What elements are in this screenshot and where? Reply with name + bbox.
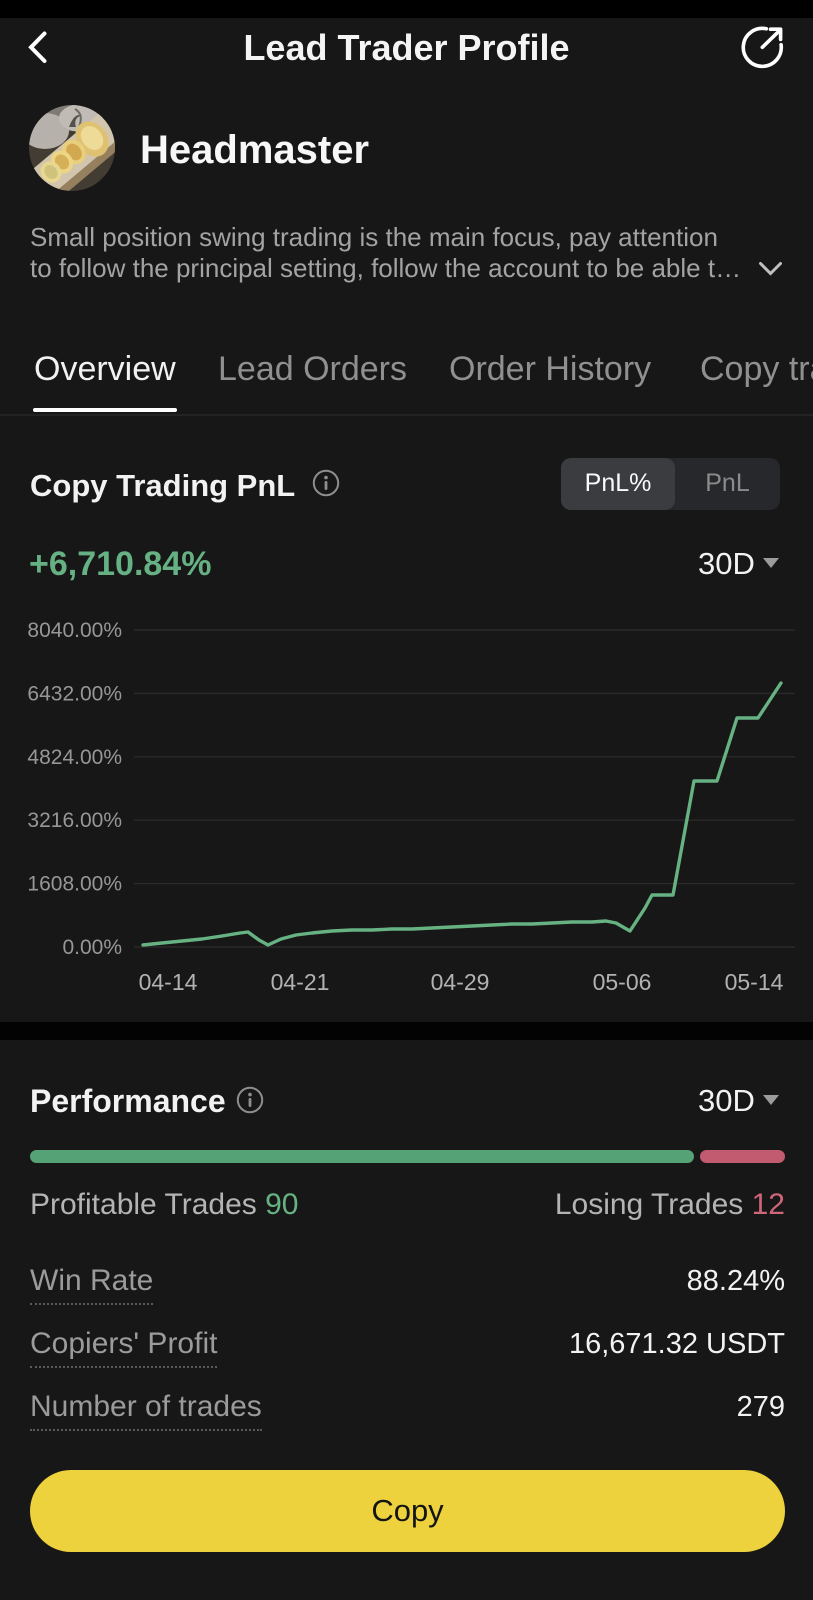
svg-text:05-14: 05-14 — [725, 969, 784, 995]
svg-text:4824.00%: 4824.00% — [27, 746, 122, 769]
svg-text:04-29: 04-29 — [431, 969, 490, 995]
svg-text:1608.00%: 1608.00% — [27, 873, 122, 896]
svg-text:05-06: 05-06 — [593, 969, 652, 995]
svg-text:6432.00%: 6432.00% — [27, 682, 122, 705]
svg-text:3216.00%: 3216.00% — [27, 809, 122, 832]
svg-text:04-21: 04-21 — [271, 969, 330, 995]
svg-text:0.00%: 0.00% — [62, 936, 122, 959]
svg-text:04-14: 04-14 — [139, 969, 198, 995]
svg-text:8040.00%: 8040.00% — [27, 619, 122, 642]
